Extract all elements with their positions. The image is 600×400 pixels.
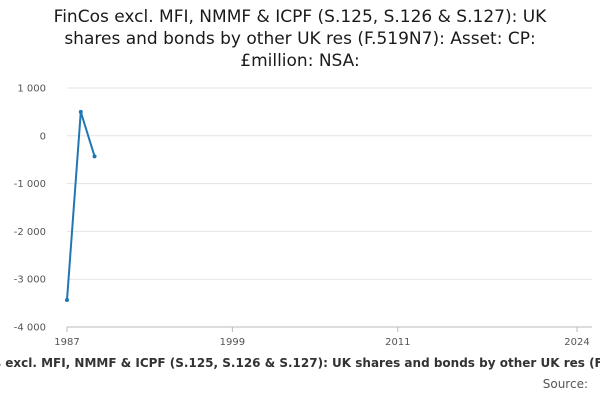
y-tick-label: 0 xyxy=(40,131,46,142)
data-point xyxy=(92,154,97,159)
chart-title-line-2: shares and bonds by other UK res (F.519N… xyxy=(64,29,536,49)
y-tick-label: -2 000 xyxy=(14,227,46,238)
chart-title-line-1: FinCos excl. MFI, NMMF & ICPF (S.125, S.… xyxy=(53,7,547,27)
y-axis-tick-labels: 1 000 0 -1 000 -2 000 -3 000 -4 000 xyxy=(14,84,46,334)
data-point xyxy=(78,109,83,114)
chart-title: FinCos excl. MFI, NMMF & ICPF (S.125, S.… xyxy=(0,6,600,72)
axes xyxy=(66,326,592,332)
caption-text: FinCos excl. MFI, NMMF & ICPF (S.125, S.… xyxy=(0,356,600,370)
x-tick-label: 2011 xyxy=(385,337,410,348)
y-tick-label: -4 000 xyxy=(14,323,46,334)
chart-caption: FinCos excl. MFI, NMMF & ICPF (S.125, S.… xyxy=(0,356,600,376)
chart-title-line-3: £million: NSA: xyxy=(240,51,360,71)
gridlines xyxy=(67,87,592,328)
data-point xyxy=(65,297,69,302)
y-tick-label: -1 000 xyxy=(14,179,46,190)
series-layer xyxy=(65,109,97,302)
x-axis-tick-labels: 1987 1999 2011 2024 xyxy=(54,337,589,348)
y-tick-label: -3 000 xyxy=(14,275,46,286)
y-tick-label: 1 000 xyxy=(17,84,46,95)
x-tick-label: 1987 xyxy=(54,337,79,348)
x-tick-label: 1999 xyxy=(220,337,245,348)
source-label: Source: xyxy=(542,377,588,391)
series-line xyxy=(66,110,96,301)
x-tick-label: 2024 xyxy=(564,337,589,348)
